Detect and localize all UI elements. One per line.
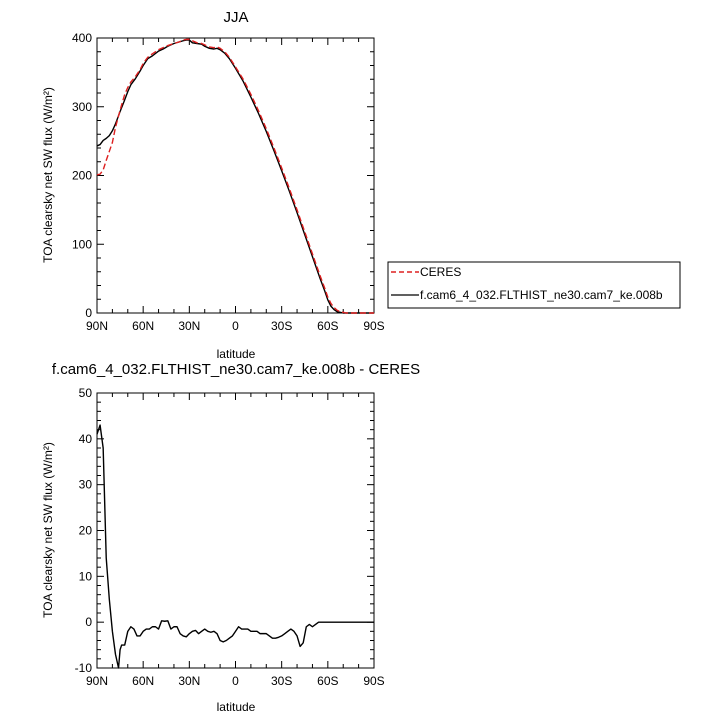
chart-top-series-line-0	[96, 38, 374, 314]
chart-top-series-line-1	[96, 39, 374, 314]
chart-top-title: JJA	[223, 9, 248, 26]
chart-top-ytick-label: 100	[72, 237, 92, 251]
chart-bottom-xtick-label: 60N	[132, 674, 154, 688]
chart-top-plot: 90N 60N 30N 0 30S 60S 90S 0 100 200 300 400	[72, 31, 385, 333]
chart-top-ytick-label: 0	[85, 306, 92, 320]
chart-top-xtick-label: 60S	[317, 319, 338, 333]
legend: CERES f.cam6_4_032.FLTHIST_ne30.cam7_ke.…	[387, 261, 681, 309]
chart-top: JJA TOA clearsky net SW flux (W/m²) lati…	[41, 9, 385, 361]
chart-bottom-ytick-label: 40	[79, 432, 93, 446]
chart-bottom-ytick-label: 50	[79, 386, 93, 400]
chart-bottom-ylabel: TOA clearsky net SW flux (W/m²)	[41, 442, 55, 618]
chart-bottom-plot: 90N 60N 30N 0 30S 60S 90S -10 0 10 20 30 40 50	[75, 386, 385, 688]
chart-top-xtick-label: 90S	[363, 319, 384, 333]
legend-box	[387, 261, 681, 309]
chart-bottom-title: f.cam6_4_032.FLTHIST_ne30.cam7_ke.008b -…	[52, 361, 420, 378]
chart-bottom-xtick-label: 30S	[271, 674, 292, 688]
chart-top-xtick-label: 30N	[178, 319, 200, 333]
chart-bottom-ytick-label: 20	[79, 524, 93, 538]
legend-model-label: f.cam6_4_032.FLTHIST_ne30.cam7_ke.008b	[420, 288, 663, 302]
chart-top-xtick-label: 30S	[271, 319, 292, 333]
chart-top-xtick-label: 60N	[132, 319, 154, 333]
chart-bottom-xtick-label: 60S	[317, 674, 338, 688]
chart-top-ytick-label: 300	[72, 100, 92, 114]
chart-bottom-ytick-label: 0	[85, 615, 92, 629]
chart-top-xtick-label: 0	[232, 319, 239, 333]
chart-top-frame	[96, 37, 375, 314]
chart-top-ylabel: TOA clearsky net SW flux (W/m²)	[41, 87, 55, 263]
chart-bottom-xtick-label: 0	[232, 674, 239, 688]
chart-bottom-xtick-label: 30N	[178, 674, 200, 688]
chart-bottom-xtick-label: 90S	[363, 674, 384, 688]
chart-bottom-ytick-label: -10	[75, 661, 93, 675]
chart-bottom-frame	[96, 392, 375, 669]
chart-top-ytick-label: 200	[72, 169, 92, 183]
chart-bottom-xtick-label: 90N	[86, 674, 108, 688]
chart-top-ytick-label: 400	[72, 31, 92, 45]
legend-ceres-label: CERES	[420, 265, 461, 279]
chart-top-xlabel: latitude	[217, 347, 256, 361]
chart-bottom: f.cam6_4_032.FLTHIST_ne30.cam7_ke.008b -…	[41, 361, 420, 714]
chart-bottom-ytick-label: 10	[79, 569, 93, 583]
chart-top-xtick-label: 90N	[86, 319, 108, 333]
chart-bottom-series-line-0	[96, 424, 374, 669]
chart-bottom-xlabel: latitude	[217, 700, 256, 714]
chart-bottom-ytick-label: 30	[79, 478, 93, 492]
